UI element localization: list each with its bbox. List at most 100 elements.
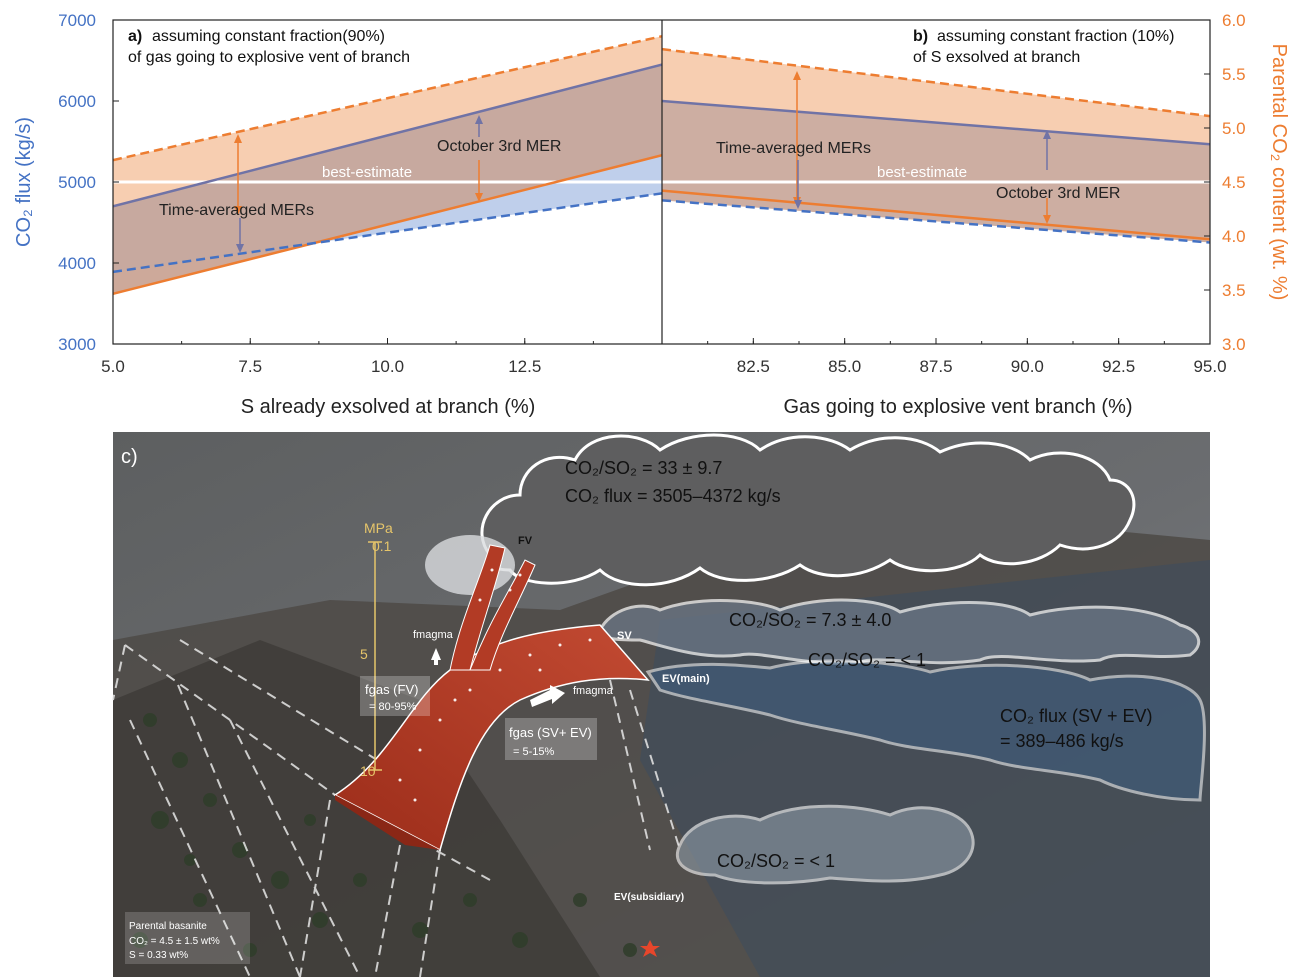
subsidiary-ratio: CO₂/SO₂ = < 1 [717,851,835,871]
arrow-head [475,115,483,124]
parental-co2: CO₂ = 4.5 ± 1.5 wt% [129,936,220,947]
x-tick-label: 82.5 [737,357,770,376]
panel-b: best-estimate Time-averaged MERs October… [662,28,1210,244]
arrow-head [236,244,244,253]
x-axis-label-b: Gas going to explosive vent branch (%) [783,396,1132,418]
panel-a: best-estimate Time-averaged MERs October… [113,28,662,295]
main-gas-plume [480,433,1136,587]
panel-c-photo: MPa 0.1 5 10 c) FV SV EV(main) EV(subsid… [112,432,1210,977]
y-tick-label-left: 5000 [58,173,96,192]
subsidiary-plume [676,804,975,885]
conduit-base [335,795,440,850]
y-tick-label-left: 4000 [58,254,96,273]
overlap-range-fill [662,101,1210,243]
x-tick-label: 85.0 [828,357,861,376]
steam-cloud [425,535,515,595]
y-tick-label-right: 4.0 [1222,227,1246,246]
x-tick-label: 10.0 [371,357,404,376]
ev-main-label: EV(main) [662,673,710,685]
plume-ratio: CO₂/SO₂ = 33 ± 9.7 [565,458,722,478]
star-marker [640,940,660,957]
pressure-10: 10 [360,763,376,779]
panel-a-title-2: of gas going to explosive vent of branch [128,49,410,66]
sv-ev-flux-line2: = 389–486 kg/s [1000,731,1124,751]
arrow-head [794,200,802,209]
best-estimate-label: best-estimate [322,164,412,181]
ev-sub-label: EV(subsidiary) [614,892,684,903]
x-axis-label-a: S already exsolved at branch (%) [241,396,536,418]
panel-b-letter: b) [913,28,928,45]
x-tick-label: 90.0 [1011,357,1044,376]
fgas-svev-box [505,718,597,760]
bubbles [398,568,592,802]
parental-title: Parental basanite [129,921,207,932]
ev-plume [645,659,1206,802]
x-tick-label: 95.0 [1193,357,1226,376]
y-tick-label-right: 6.0 [1222,11,1246,30]
plume-flux: CO₂ flux = 3505–4372 kg/s [565,486,781,506]
y-tick-label-left: 7000 [58,11,96,30]
sv-ratio: CO₂/SO₂ = 7.3 ± 4.0 [729,610,891,630]
sv-ev-flux-line1: CO₂ flux (SV + EV) [1000,706,1153,726]
orange-solid-line [113,154,662,295]
arrow-head [234,206,242,215]
arrow-head [234,134,242,143]
sv-label: SV [617,630,632,642]
fmagma-label-1: fmagma [413,629,454,641]
october-mer-label: October 3rd MER [996,185,1120,202]
orange-range-fill [662,49,1210,145]
overlap-range-fill [113,64,662,294]
sv-plume [598,598,1201,665]
fv-branch [449,544,506,671]
best-estimate-label: best-estimate [877,164,967,181]
fmagma-label-2: fmagma [573,685,614,697]
x-tick-label: 5.0 [101,357,125,376]
y-tick-label-right: 5.5 [1222,65,1246,84]
magma-up-arrow [431,648,441,665]
panel-b-title-1: assuming constant fraction (10%) [937,28,1174,45]
y-tick-label-right: 5.0 [1222,119,1246,138]
arrow-head [1043,130,1051,139]
y-tick-label-left: 6000 [58,92,96,111]
panel-a-title-1: assuming constant fraction(90%) [152,28,385,45]
fv-label: FV [518,535,533,547]
panel-c-letter: c) [121,446,138,468]
orange-dashed-line [662,47,1210,118]
parental-box [125,912,250,964]
fv-branch-2 [469,559,536,671]
arrow-head [475,193,483,202]
y-tick-label-right: 3.5 [1222,281,1246,300]
fgas-fv-box [360,676,430,716]
y-tick-label-right: 3.0 [1222,335,1246,354]
fgas-svev-value: = 5-15% [513,746,554,758]
axis-ticks: 5.0 7.5 10.0 12.5 82.5 85.0 87.5 90.0 92.5 95.0 30… [58,11,1245,376]
fgas-fv-value: = 80-95% [369,701,417,713]
x-tick-label: 87.5 [919,357,952,376]
orange-solid-line [662,189,1210,241]
blue-solid-line [662,99,1210,146]
y-axis-label-left: CO₂ flux (kg/s) [13,117,35,247]
blue-solid-line [113,63,662,208]
magma-conduit [333,624,650,852]
pressure-01: 0.1 [372,538,392,554]
panel-a-letter: a) [128,28,142,45]
x-tick-label: 7.5 [238,357,262,376]
arrow-head [1043,215,1051,224]
x-tick-label: 92.5 [1102,357,1135,376]
orange-dashed-line [113,34,662,162]
october-mer-label: October 3rd MER [437,138,561,155]
panel-b-title-2: of S exsolved at branch [913,49,1080,66]
y-tick-label-right: 4.5 [1222,173,1246,192]
blue-dashed-line [113,192,662,274]
blue-dashed-line [662,199,1210,244]
fgas-svev-label: fgas (SV+ EV) [509,725,592,740]
mpa-label: MPa [364,520,393,536]
arrow-head [793,71,801,80]
parental-s: S = 0.33 wt% [129,950,188,961]
ev-ratio: CO₂/SO₂ = < 1 [808,650,926,670]
fgas-fv-label: fgas (FV) [365,682,418,697]
pressure-5: 5 [360,646,368,662]
photo-labels: c) FV SV EV(main) EV(subsidiary) fmagma … [121,446,710,961]
trees [132,713,637,957]
